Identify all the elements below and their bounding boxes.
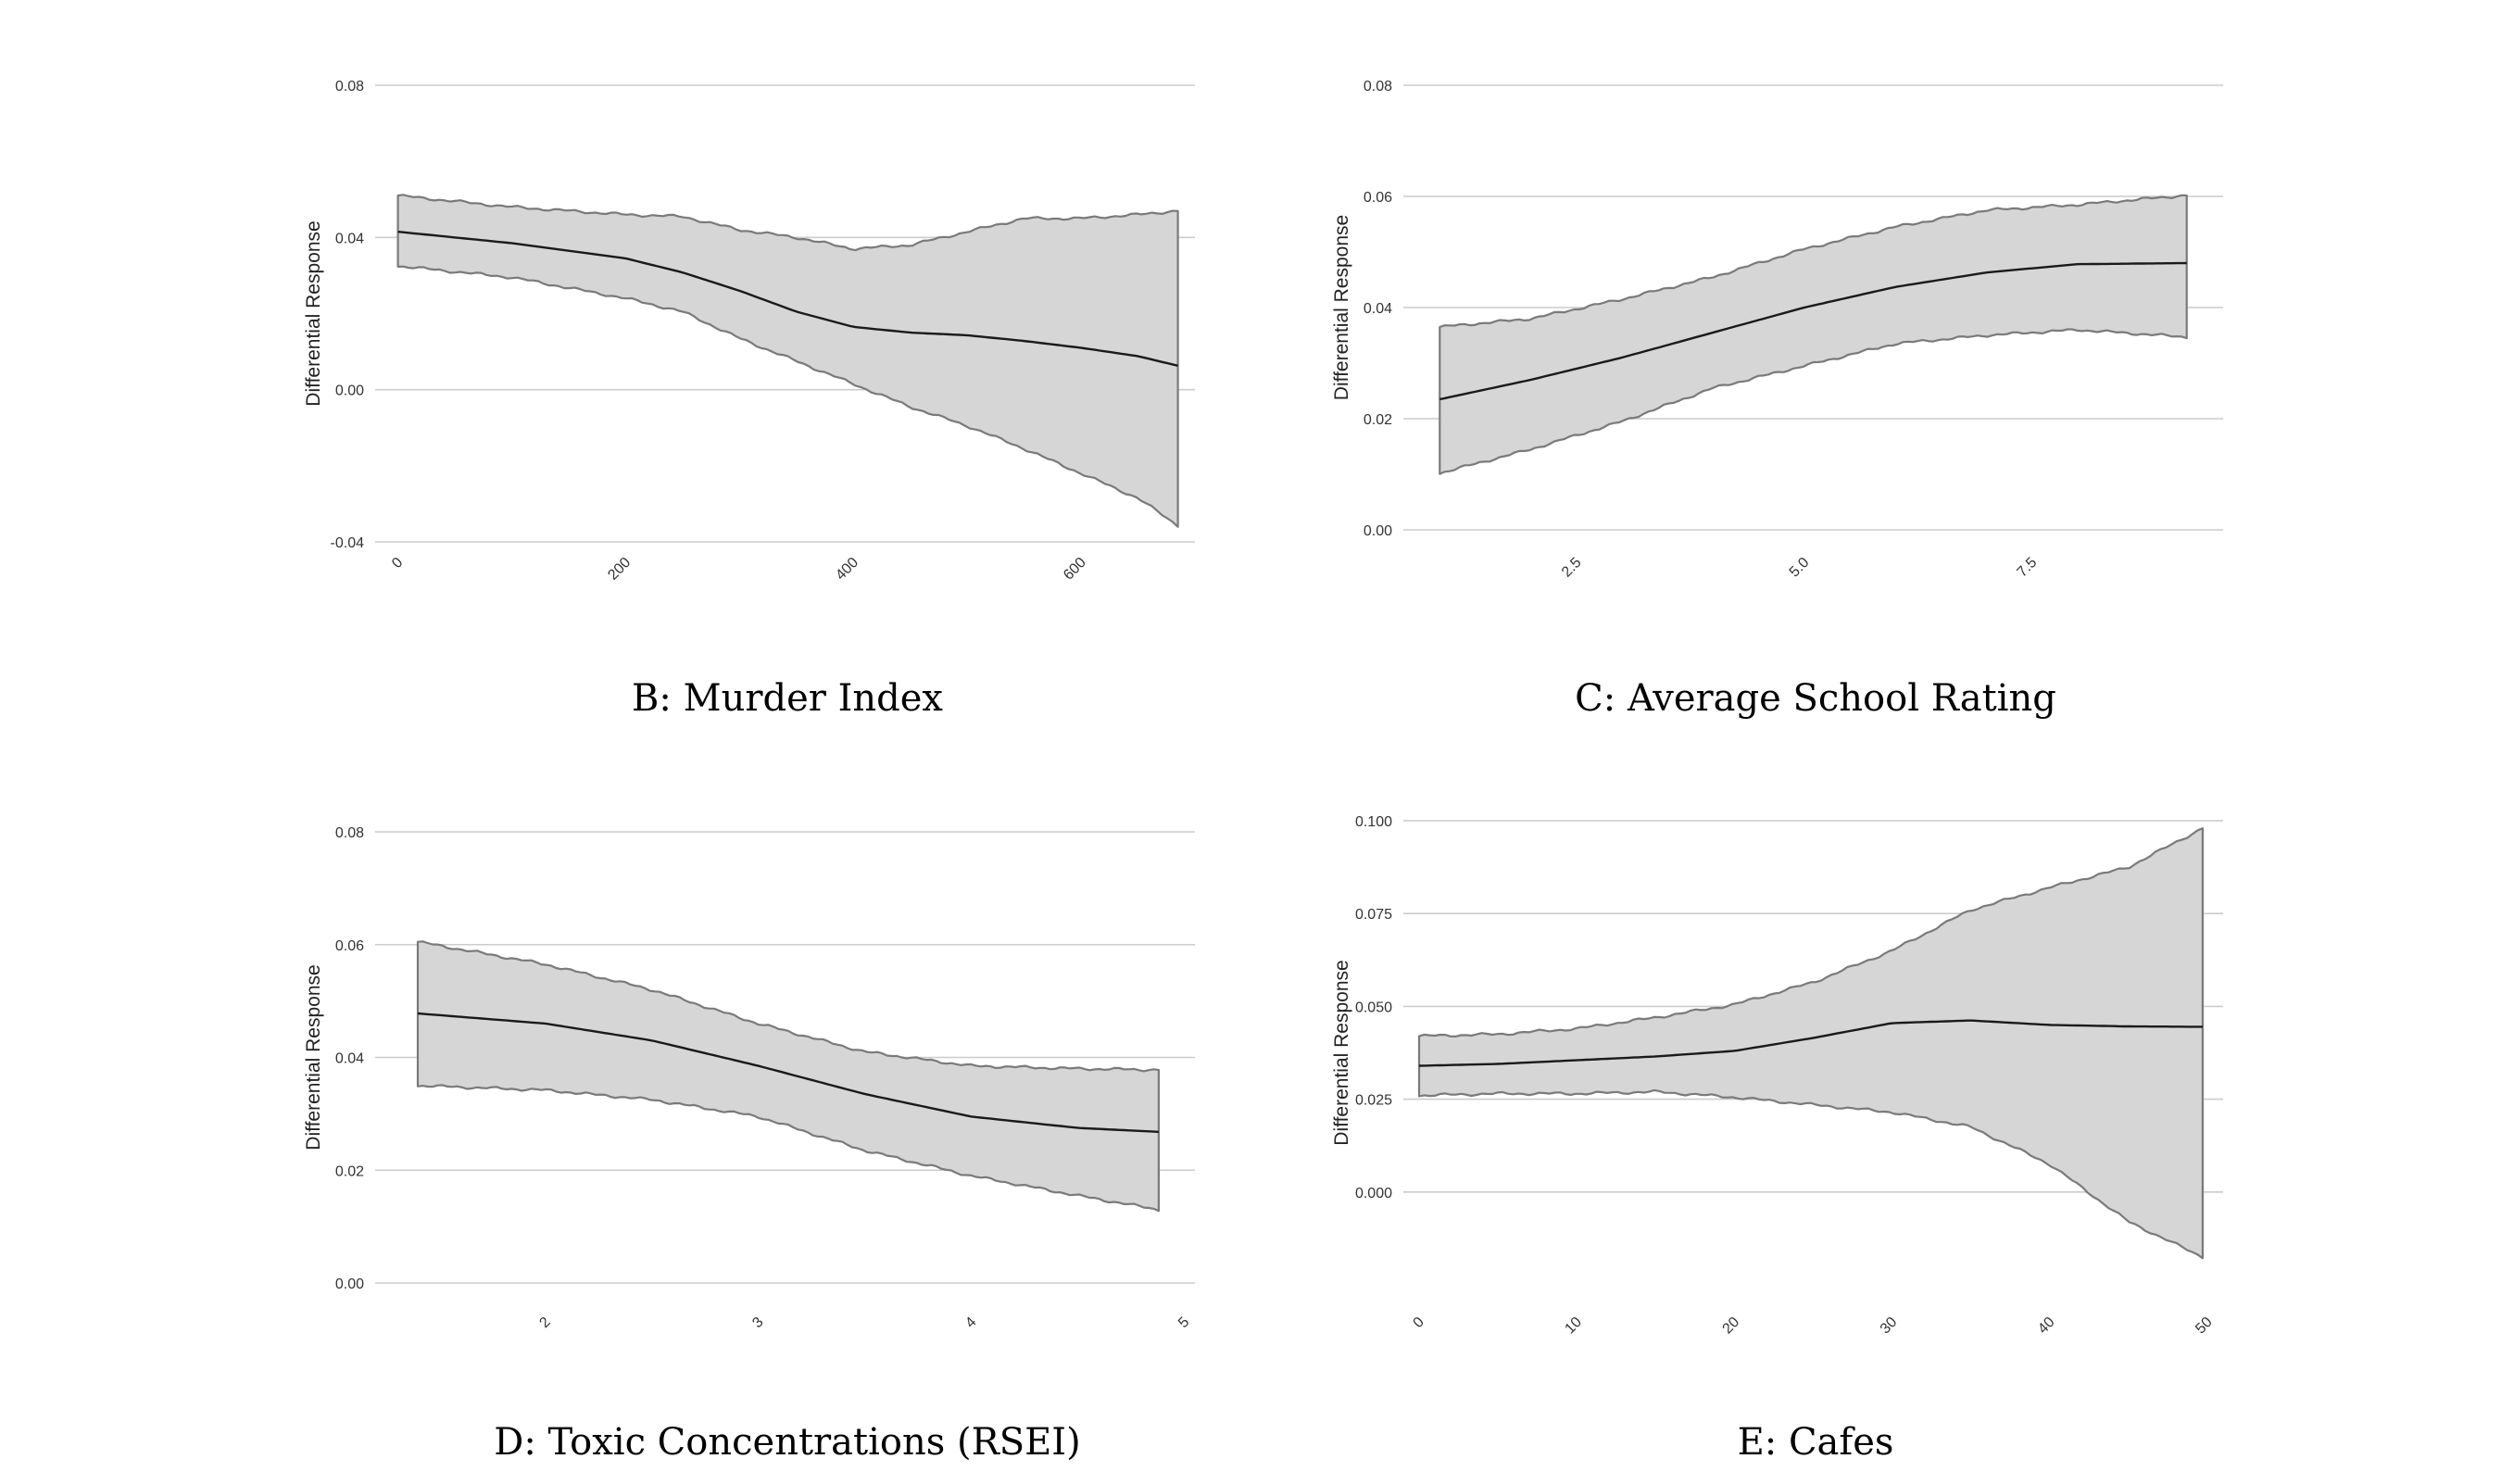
- x-tick-label: 3: [749, 1314, 766, 1331]
- y-tick-label: 0.050: [1355, 1000, 1392, 1015]
- x-tick-label: 0: [389, 555, 406, 572]
- y-tick-label: 0.04: [1364, 301, 1392, 317]
- x-tick-label: 30: [1878, 1314, 1901, 1338]
- x-tick-label: 2.5: [1559, 555, 1585, 581]
- x-tick-label: 600: [1061, 555, 1089, 584]
- confidence-band: [1417, 827, 2204, 1260]
- panel-cafes: 0.000 0.025 0.050 0.075 0.100 0 10 20 30 40 50 Diff…: [1331, 814, 2223, 1337]
- y-tick-label: 0.04: [335, 1051, 364, 1067]
- y-axis-title: Differential Response: [303, 964, 324, 1150]
- y-tick-label: 0.00: [1364, 523, 1392, 539]
- x-tick-label: 7.5: [2015, 555, 2041, 581]
- y-tick-label: 0.00: [335, 384, 364, 399]
- x-tick-label: 400: [833, 555, 861, 584]
- x-tick-label: 5: [1175, 1314, 1192, 1331]
- y-tick-label: 0.100: [1355, 814, 1392, 830]
- x-tick-label: 40: [2035, 1314, 2058, 1338]
- y-axis-title: Differential Response: [1331, 960, 1352, 1145]
- panel-toxic-concentrations: 0.00 0.02 0.04 0.06 0.08 2 3 4 5 Differential Res…: [303, 825, 1195, 1331]
- y-tick-label: 0.08: [335, 825, 364, 841]
- y-axis-title: Differential Response: [303, 220, 324, 406]
- y-axis-title: Differential Response: [1331, 215, 1352, 400]
- x-tick-label: 4: [962, 1314, 979, 1331]
- x-tick-label: 0: [1411, 1314, 1427, 1331]
- estimate-line: [1439, 261, 2187, 401]
- estimate-line: [1418, 1019, 2203, 1067]
- y-tick-label: 0.08: [335, 79, 364, 94]
- y-tick-label: 0.025: [1355, 1093, 1392, 1109]
- confidence-band: [1439, 194, 2188, 475]
- caption-murder-index: B: Murder Index: [632, 677, 943, 720]
- confidence-band: [396, 194, 1179, 528]
- caption-average-school-rating: C: Average School Rating: [1575, 677, 2056, 720]
- x-tick-label: 50: [2193, 1314, 2216, 1338]
- estimate-line: [397, 231, 1178, 367]
- estimate-line: [417, 1012, 1159, 1134]
- y-tick-label: 0.02: [335, 1163, 364, 1179]
- y-tick-label: 0.04: [335, 231, 364, 246]
- y-tick-label: -0.04: [331, 535, 365, 551]
- x-tick-label: 5.0: [1787, 555, 1813, 581]
- caption-cafes: E: Cafes: [1738, 1421, 1894, 1464]
- y-tick-label: 0.06: [1364, 190, 1392, 206]
- y-tick-label: 0.02: [1364, 412, 1392, 428]
- x-tick-label: 2: [536, 1314, 553, 1331]
- x-tick-label: 10: [1562, 1314, 1585, 1338]
- y-tick-label: 0.06: [335, 938, 364, 954]
- y-tick-label: 0.000: [1355, 1186, 1392, 1201]
- panel-murder-index: -0.04 0.00 0.04 0.08 0 200 400 600 Differential …: [303, 79, 1195, 584]
- x-tick-label: 200: [605, 555, 634, 584]
- caption-toxic-concentrations: D: Toxic Concentrations (RSEI): [494, 1421, 1080, 1464]
- y-tick-label: 0.00: [335, 1276, 364, 1292]
- x-tick-label: 20: [1720, 1314, 1743, 1338]
- confidence-band: [416, 940, 1160, 1213]
- y-tick-label: 0.075: [1355, 907, 1392, 923]
- y-tick-label: 0.08: [1364, 79, 1392, 94]
- panel-average-school-rating: 0.00 0.02 0.04 0.06 0.08 2.5 5.0 7.5 Differentia…: [1331, 79, 2223, 581]
